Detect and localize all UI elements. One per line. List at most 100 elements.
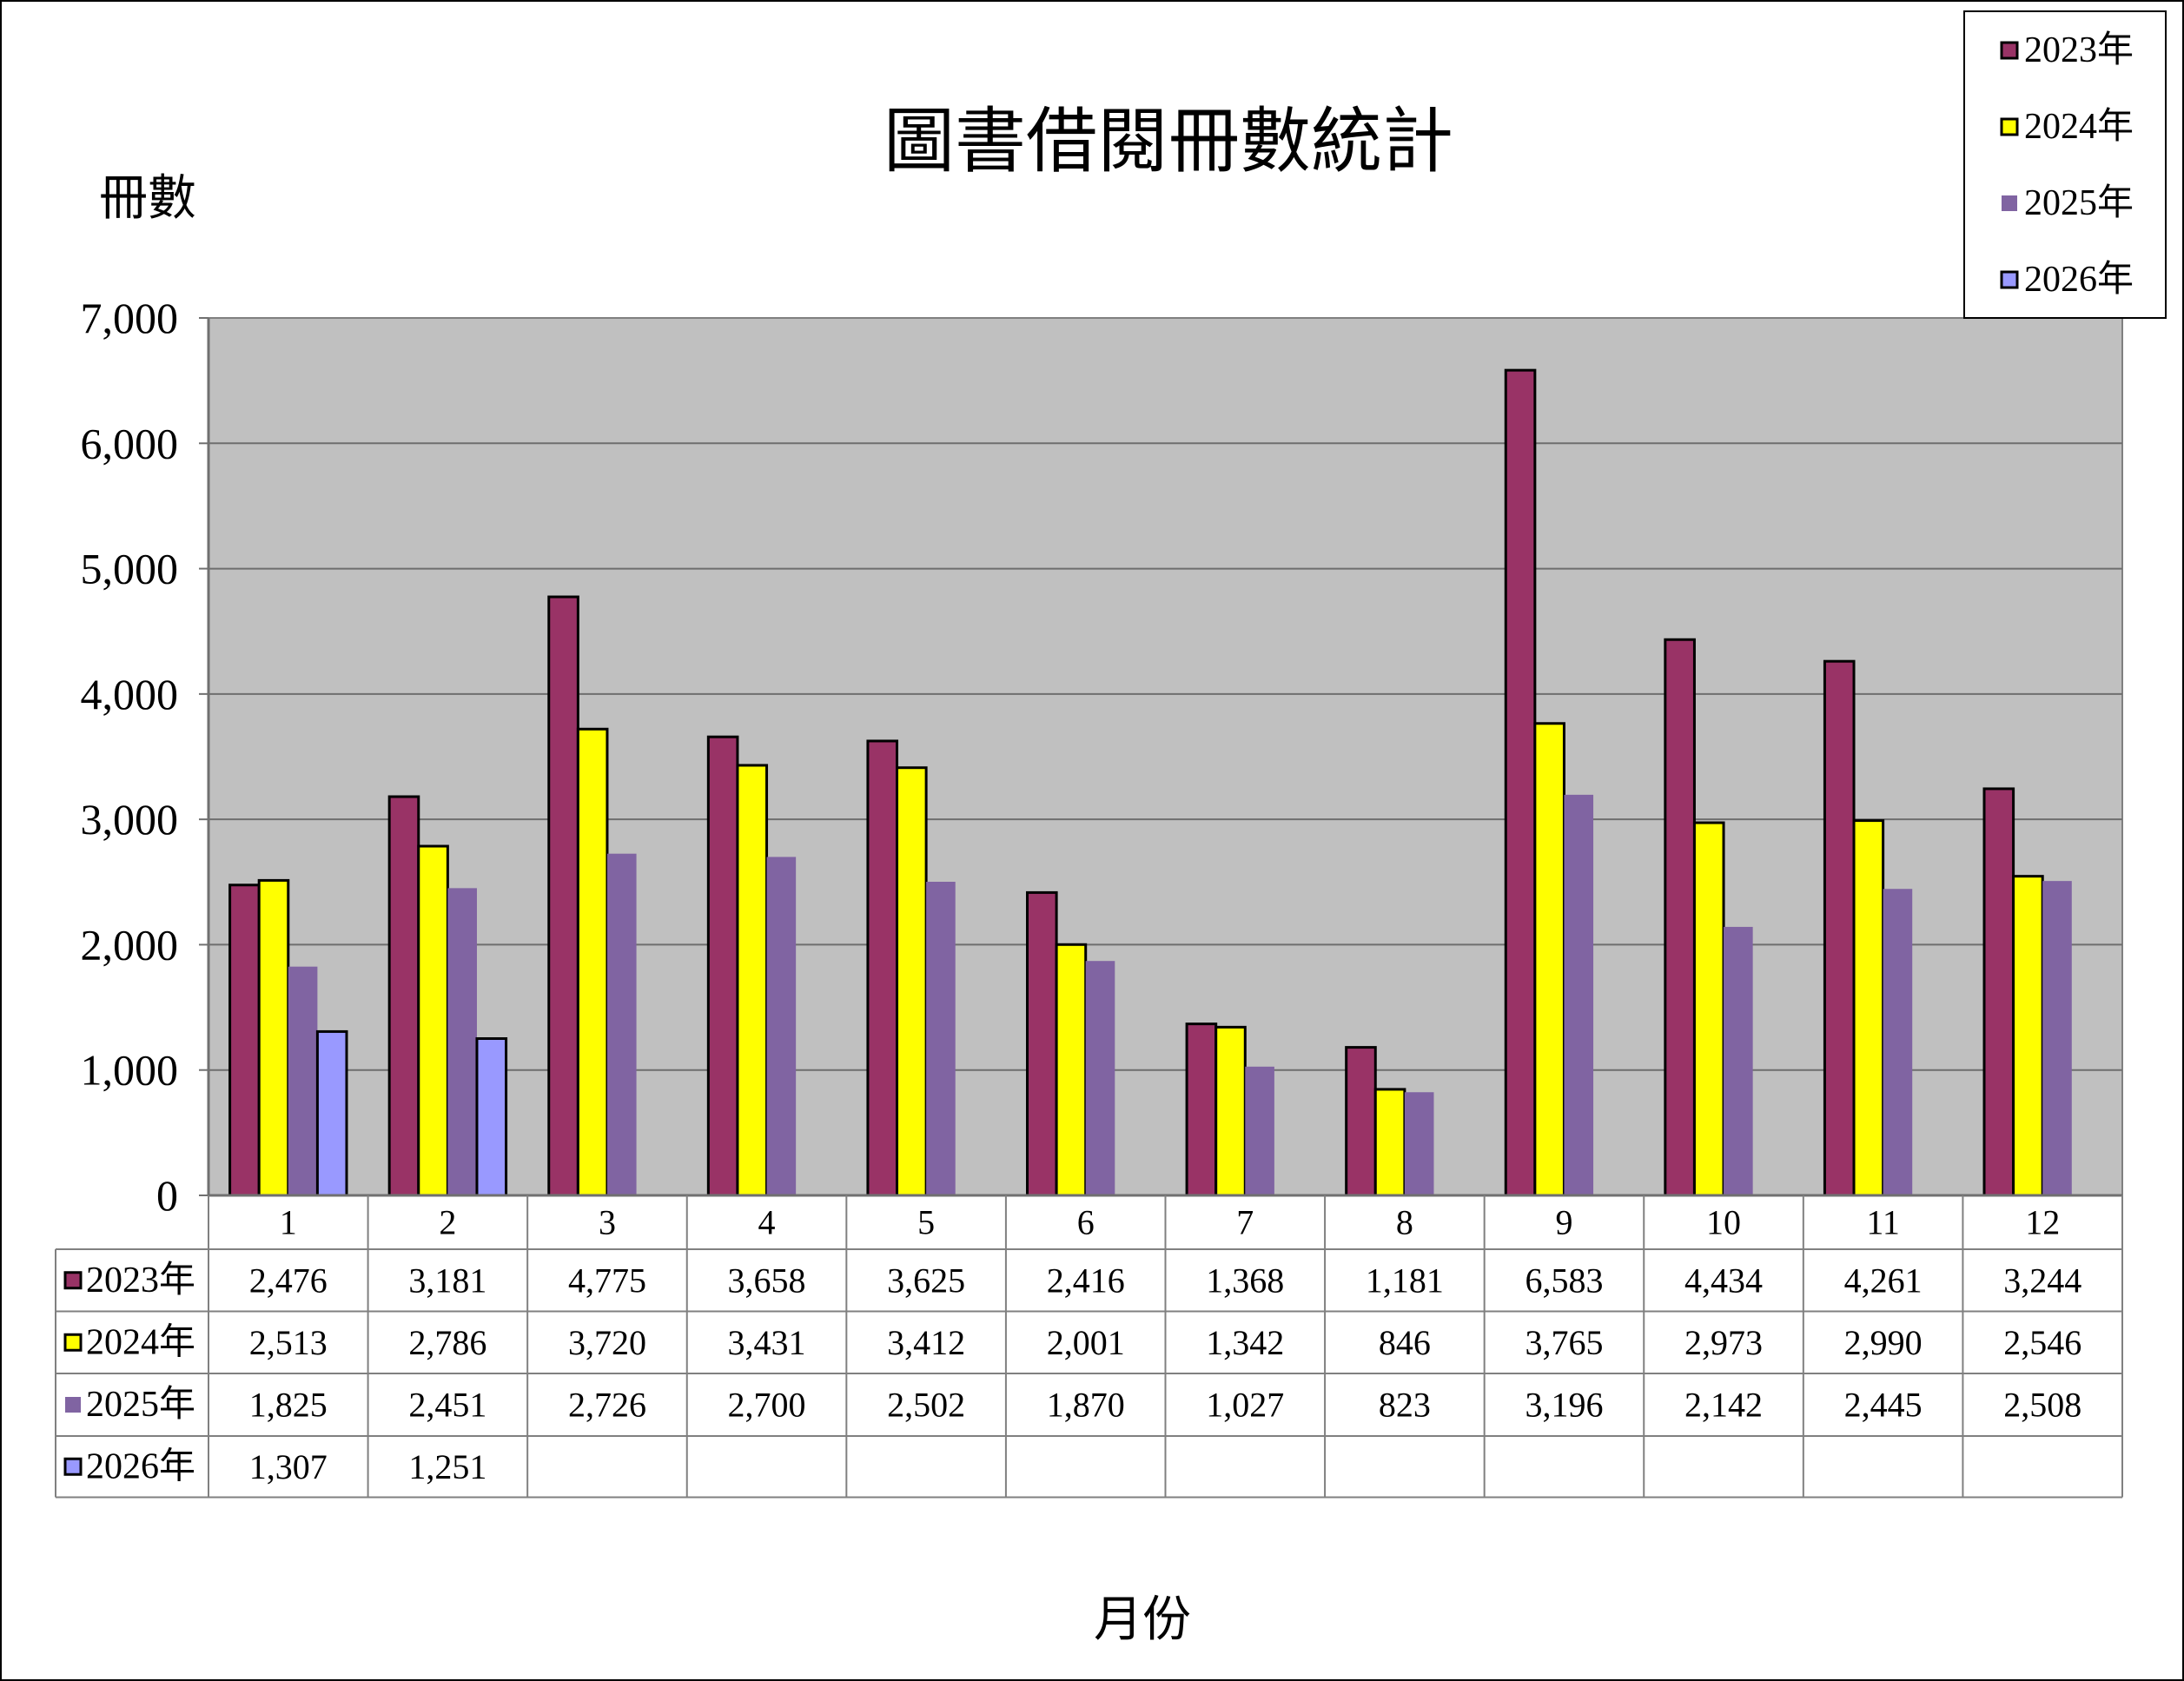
table-cell: 4,261 [1844, 1261, 1923, 1300]
x-category-label: 7 [1236, 1203, 1254, 1242]
plot-area [208, 317, 2123, 1196]
y-tick-label: 6,000 [81, 419, 179, 467]
bar-series1-cat11 [1823, 659, 1856, 1197]
legend-item: 2024年 [2000, 106, 2134, 147]
bar-series1-cat6 [1026, 890, 1058, 1197]
y-tick-label: 1,000 [81, 1046, 179, 1095]
bar-series1-cat9 [1504, 368, 1537, 1197]
table-cell: 3,244 [2003, 1261, 2081, 1300]
y-tick-label: 3,000 [81, 795, 179, 844]
table-cell: 3,412 [887, 1323, 965, 1362]
x-category-label: 10 [1706, 1203, 1741, 1242]
bar-series2-cat11 [1852, 819, 1885, 1197]
bar-series3-cat6 [1085, 961, 1115, 1195]
y-tick-label: 7,000 [81, 294, 179, 342]
x-category-label: 1 [280, 1203, 297, 1242]
table-cell: 1,870 [1047, 1386, 1125, 1425]
table-cell: 1,368 [1206, 1261, 1284, 1300]
table-cell: 823 [1379, 1386, 1431, 1425]
x-category-label: 8 [1396, 1203, 1413, 1242]
bar-series1-cat2 [387, 795, 420, 1197]
table-cell: 2,508 [2003, 1386, 2081, 1425]
table-cell: 2,142 [1684, 1386, 1763, 1425]
table-cell: 1,027 [1206, 1386, 1284, 1425]
x-category-label: 3 [599, 1203, 616, 1242]
table-cell: 1,181 [1366, 1261, 1444, 1300]
table-legend-key [65, 1397, 81, 1413]
bar-series1-cat10 [1664, 638, 1696, 1197]
table-cell: 3,196 [1525, 1386, 1603, 1425]
table-cell: 1,307 [249, 1447, 328, 1486]
table-cell: 3,658 [728, 1261, 806, 1300]
bar-series3-cat2 [447, 888, 477, 1195]
table-series-label: 2023年 [86, 1260, 195, 1300]
bar-series2-cat12 [2012, 875, 2044, 1197]
bar-series4-cat2 [475, 1036, 508, 1197]
gridlines [208, 442, 2122, 1071]
table-series-label: 2026年 [86, 1446, 195, 1486]
legend-label: 2024年 [2024, 106, 2134, 147]
legend-label: 2023年 [2024, 30, 2134, 70]
legend-label: 2025年 [2024, 182, 2134, 223]
bar-series3-cat10 [1724, 926, 1753, 1195]
x-category-label: 12 [2025, 1203, 2060, 1242]
bar-series2-cat8 [1373, 1088, 1406, 1197]
table-cell: 3,720 [568, 1323, 646, 1362]
table-cell: 2,445 [1844, 1386, 1923, 1425]
table-cell: 3,431 [728, 1323, 806, 1362]
bar-series2-cat9 [1533, 722, 1565, 1197]
bar-series1-cat12 [1982, 787, 2015, 1197]
table-cell: 1,251 [408, 1447, 486, 1486]
chart-title: 圖書借閱冊數統計 [884, 103, 1453, 182]
legend-item: 2026年 [2000, 259, 2134, 300]
y-tick-label: 0 [156, 1171, 178, 1220]
table-cell: 2,001 [1047, 1323, 1125, 1362]
bar-series2-cat4 [736, 764, 769, 1197]
table-cell: 2,726 [568, 1386, 646, 1425]
table-cell: 3,765 [1525, 1323, 1603, 1362]
table-cell: 2,476 [249, 1261, 328, 1300]
table-cell: 4,434 [1684, 1261, 1763, 1300]
table-cell: 2,451 [408, 1386, 486, 1425]
y-tick-label: 5,000 [81, 545, 179, 593]
bar-series2-cat5 [896, 766, 928, 1197]
table-cell: 2,786 [408, 1323, 486, 1362]
bar-series1-cat8 [1345, 1046, 1377, 1197]
table-cell: 1,825 [249, 1386, 328, 1425]
x-category-label: 5 [917, 1203, 935, 1242]
x-category-label: 6 [1077, 1203, 1095, 1242]
table-cell: 2,973 [1684, 1323, 1763, 1362]
table-cell: 1,342 [1206, 1323, 1284, 1362]
x-category-label: 2 [439, 1203, 456, 1242]
bar-series1-cat5 [866, 739, 899, 1197]
table-cell: 4,775 [568, 1261, 646, 1300]
y-tick-label: 4,000 [81, 670, 179, 718]
legend-box [1963, 10, 2167, 319]
bar-series3-cat5 [926, 881, 956, 1195]
x-category-label: 4 [758, 1203, 776, 1242]
bar-series2-cat1 [257, 878, 290, 1197]
table-cell: 3,181 [408, 1261, 486, 1300]
table-cell: 2,990 [1844, 1323, 1923, 1362]
table-cell: 2,416 [1047, 1261, 1125, 1300]
legend-item: 2025年 [2002, 182, 2134, 223]
table-series-label: 2024年 [86, 1321, 195, 1362]
table-cell: 2,513 [249, 1323, 328, 1362]
table-cell: 3,625 [887, 1261, 965, 1300]
legend-item: 2023年 [2000, 30, 2134, 70]
bar-series1-cat4 [706, 735, 739, 1197]
bar-series1-cat7 [1185, 1022, 1218, 1197]
bar-series1-cat1 [228, 884, 261, 1197]
table-cell: 6,583 [1525, 1261, 1603, 1300]
y-axis-title: 冊數 [99, 172, 196, 226]
bar-series2-cat10 [1692, 821, 1725, 1197]
bar-series2-cat3 [576, 727, 609, 1197]
bars [228, 368, 2072, 1197]
bar-series3-cat9 [1564, 794, 1594, 1195]
bar-series3-cat12 [2042, 881, 2072, 1195]
bar-series3-cat1 [288, 966, 318, 1195]
legend-swatch [2002, 195, 2017, 211]
